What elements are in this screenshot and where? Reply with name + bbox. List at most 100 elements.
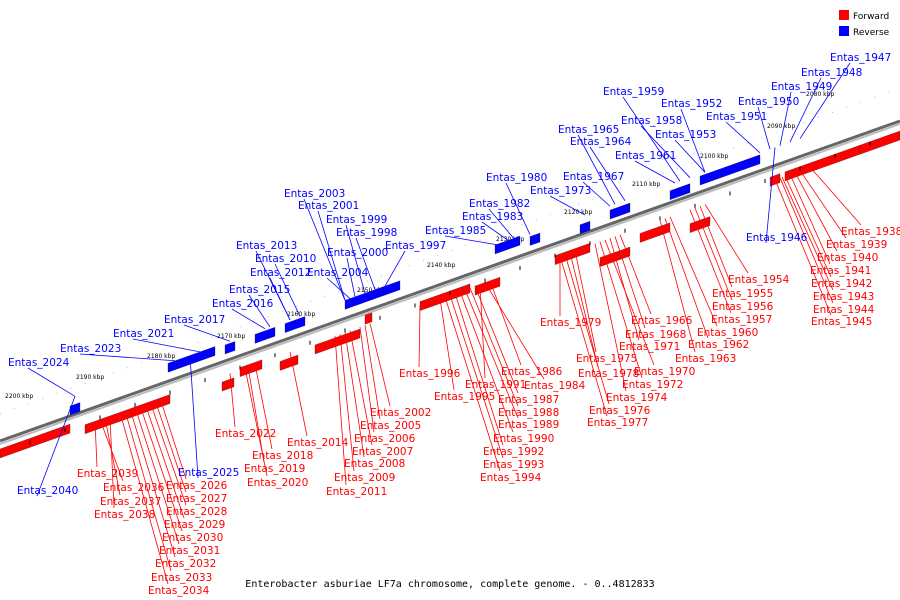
forward-gene-label: Entas_1978: [578, 368, 639, 380]
forward-gene-block: [0, 423, 71, 459]
forward-gene-label: Entas_2020: [247, 477, 308, 489]
backbone-shadow: [0, 123, 900, 445]
leader-line: [474, 285, 519, 394]
forward-gene-label: Entas_2036: [103, 482, 165, 494]
leader-line: [757, 106, 771, 150]
reverse-gene-block: [494, 235, 521, 255]
forward-gene-label: Entas_1962: [688, 339, 749, 351]
reverse-gene-block: [224, 341, 236, 355]
leader-line: [154, 399, 187, 493]
leader-line: [669, 216, 718, 327]
leader-line: [255, 250, 291, 321]
forward-gene-label: Entas_1993: [483, 459, 544, 471]
forward-gene-label: Entas_1996: [399, 368, 461, 380]
forward-gene-block: [314, 328, 361, 355]
scale-label: 2160 kbp: [287, 311, 315, 318]
reverse-gene-label: Entas_1946: [746, 232, 808, 244]
forward-gene-label: Entas_1977: [587, 417, 648, 429]
leader-line: [779, 177, 834, 304]
leader-line: [355, 237, 376, 290]
backbone-line: [0, 119, 900, 443]
leader-line: [689, 209, 732, 314]
forward-gene-block: [84, 394, 171, 434]
leader-line: [36, 396, 76, 497]
leader-line: [779, 91, 792, 146]
reverse-gene-label: Entas_2023: [60, 343, 121, 355]
leader-line: [589, 146, 626, 201]
forward-gene-label: Entas_1943: [813, 291, 874, 303]
forward-gene-label: Entas_2022: [215, 428, 276, 440]
forward-gene-label: Entas_1972: [622, 379, 683, 391]
leader-line: [505, 182, 531, 235]
leader-line: [809, 166, 862, 226]
leader-line: [345, 224, 366, 294]
reverse-gene-label: Entas_1967: [563, 171, 624, 183]
forward-gene-block: [554, 243, 591, 265]
scale-label: 2110 kbp: [632, 181, 660, 188]
reverse-gene-block: [254, 327, 276, 344]
reverse-gene-label: Entas_1958: [621, 115, 682, 127]
leader-line: [79, 353, 176, 362]
forward-gene-block: [221, 377, 235, 392]
reverse-gene-block: [529, 232, 541, 246]
scale-label: 2150 kbp: [357, 287, 385, 294]
leader-line: [680, 108, 706, 173]
forward-gene-label: Entas_1991: [465, 379, 526, 391]
map-caption: Enterobacter asburiae LF7a chromosome, c…: [245, 579, 654, 590]
reverse-gene-label: Entas_1949: [771, 81, 832, 93]
reverse-gene-block: [609, 202, 631, 220]
reverse-gene-label: Entas_2025: [178, 467, 239, 479]
reverse-gene-label: Entas_1983: [462, 211, 523, 223]
forward-gene-label: Entas_1990: [493, 433, 554, 445]
forward-gene-label: Entas_2032: [155, 558, 216, 570]
reverse-gene-block: [699, 154, 761, 186]
leader-line: [439, 298, 455, 391]
reverse-gene-label: Entas_1953: [655, 129, 716, 141]
reverse-gene-label: Entas_2016: [212, 298, 274, 310]
leader-line: [384, 250, 406, 287]
leader-line: [183, 324, 231, 342]
forward-gene-block: [239, 359, 263, 377]
leader-line: [604, 239, 655, 366]
leader-line: [364, 325, 381, 420]
forward-gene-label: Entas_1938: [841, 226, 900, 238]
leader-line: [326, 277, 351, 299]
forward-gene-label: Entas_2037: [100, 496, 161, 508]
leader-line: [614, 236, 646, 329]
reverse-gene-label: Entas_2010: [255, 253, 316, 265]
forward-gene-label: Entas_1975: [576, 353, 637, 365]
leader-line: [674, 139, 706, 173]
reverse-gene-label: Entas_2013: [236, 240, 297, 252]
forward-gene-label: Entas_2019: [244, 463, 305, 475]
leader-line: [549, 195, 586, 216]
leader-line: [704, 204, 749, 274]
forward-gene-block: [279, 354, 299, 371]
leader-line: [344, 332, 365, 458]
leader-line: [794, 172, 838, 252]
leader-line: [799, 62, 851, 139]
leader-line: [132, 338, 201, 353]
reverse-gene-label: Entas_1965: [558, 124, 619, 136]
leader-line: [784, 175, 832, 278]
leader-line: [599, 241, 643, 379]
leader-line: [694, 207, 733, 301]
forward-gene-label: Entas_2011: [326, 486, 387, 498]
leader-line: [303, 198, 346, 301]
leader-line: [594, 243, 627, 392]
legend-reverse-swatch: [839, 26, 849, 36]
leader-line: [359, 326, 375, 433]
leader-line: [789, 77, 822, 143]
forward-gene-label: Entas_2005: [360, 420, 421, 432]
leader-line: [789, 173, 831, 265]
reverse-gene-block: [69, 402, 81, 416]
leader-line: [781, 176, 834, 291]
scale-label: 2080 kbp: [806, 91, 834, 98]
legend-reverse-label: Reverse: [853, 28, 890, 38]
leader-line: [469, 287, 519, 407]
reverse-gene-label: Entas_2000: [327, 247, 388, 259]
scale-label: 2190 kbp: [76, 374, 104, 381]
leader-line: [574, 250, 597, 353]
leader-line: [189, 355, 199, 479]
leader-line: [484, 282, 545, 380]
leader-line: [27, 367, 76, 397]
